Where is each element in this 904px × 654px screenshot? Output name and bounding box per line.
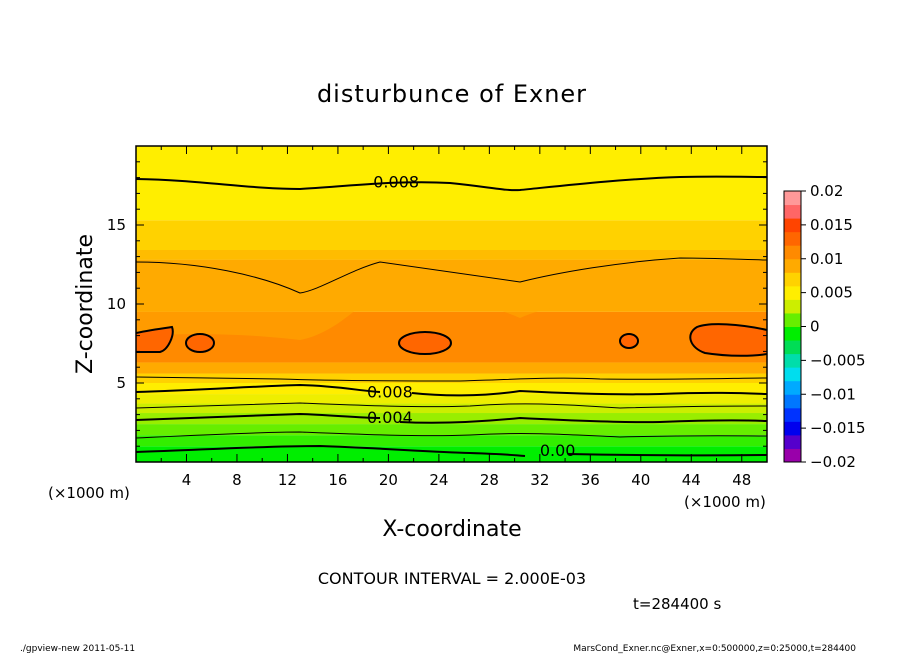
contour-band xyxy=(136,383,767,395)
colorbar-swatch xyxy=(784,394,801,409)
colorbar-tick-label: 0.02 xyxy=(810,182,843,200)
contour-band xyxy=(136,424,767,436)
y-axis-title: Z-coordinate xyxy=(73,234,98,374)
colorbar-swatch xyxy=(784,340,801,355)
colorbar-tick-label: 0.015 xyxy=(810,216,853,234)
contour-band xyxy=(136,413,767,425)
colorbar-tick-label: 0 xyxy=(810,318,820,336)
contour-band xyxy=(136,373,767,383)
contour-line xyxy=(185,333,215,353)
colorbar-swatch xyxy=(784,272,801,287)
x-unit-right: (×1000 m) xyxy=(684,493,766,511)
x-unit-left: (×1000 m) xyxy=(48,484,130,502)
colorbar-swatch xyxy=(784,421,801,436)
x-tick-label: 40 xyxy=(631,471,650,489)
colorbar-swatch xyxy=(784,218,801,233)
contour-line xyxy=(136,376,767,382)
footer-right: MarsCond_Exner.nc@Exner,x=0:500000,z=0:2… xyxy=(573,644,856,654)
contour-line xyxy=(136,402,767,409)
x-tick-label: 24 xyxy=(429,471,448,489)
y-tick-label: 15 xyxy=(107,216,126,234)
x-tick-label: 4 xyxy=(182,471,192,489)
contour-lines xyxy=(136,175,767,457)
x-tick-label: 8 xyxy=(232,471,242,489)
colorbar-tick-label: −0.02 xyxy=(810,453,856,471)
colorbar-swatch xyxy=(784,434,801,449)
contour-line xyxy=(136,257,767,294)
lighter-tongue-region xyxy=(136,250,767,340)
contour-line xyxy=(689,323,767,357)
y-axis: 5 10 15 xyxy=(107,161,767,447)
colorbar-swatch xyxy=(784,407,801,422)
colorbar-swatch xyxy=(784,258,801,273)
contour-band xyxy=(136,403,767,414)
x-tick-label: 44 xyxy=(682,471,701,489)
x-tick-label: 12 xyxy=(278,471,297,489)
x-tick-label: 32 xyxy=(530,471,549,489)
x-tick-label: 28 xyxy=(480,471,499,489)
contour-features xyxy=(136,250,767,356)
contour-line xyxy=(136,431,767,439)
colorbar-swatch xyxy=(784,285,801,300)
colorbar-swatch xyxy=(784,367,801,382)
contour-line xyxy=(398,331,452,355)
colorbar-tick-label: −0.01 xyxy=(810,385,856,403)
high-value-cell xyxy=(399,332,451,354)
contour-line xyxy=(136,383,767,397)
x-tick-label: 48 xyxy=(732,471,751,489)
colorbar: 0.02 0.015 0.01 0.005 0 −0.005 −0.01 −0.015 −0.0… xyxy=(783,182,866,471)
contour-line xyxy=(619,333,639,349)
contour-line xyxy=(136,325,174,353)
colorbar-tick-label: 0.01 xyxy=(810,250,843,268)
colorbar-swatch xyxy=(784,245,801,260)
colorbar-swatch xyxy=(784,448,801,463)
high-value-cell xyxy=(136,327,173,352)
x-axis: 4 8 12 16 20 24 28 32 36 40 44 48 xyxy=(160,146,751,489)
x-tick-label: 20 xyxy=(379,471,398,489)
x-tick-label: 16 xyxy=(328,471,347,489)
colorbar-swatch xyxy=(784,353,801,368)
colorbar-swatch xyxy=(784,326,801,341)
contour-labels: 0.008 0.008 0.004 0.00 xyxy=(367,172,576,460)
x-tick-label: 36 xyxy=(581,471,600,489)
colorbar-swatch xyxy=(784,380,801,395)
y-tick-label: 5 xyxy=(116,374,126,392)
contour-label: 0.00 xyxy=(540,441,576,460)
contour-band xyxy=(136,446,767,462)
colorbar-tick-label: −0.015 xyxy=(810,419,866,437)
colorbar-swatch xyxy=(784,312,801,327)
footer-left: ./gpview-new 2011-05-11 xyxy=(20,644,135,654)
contour-label: 0.004 xyxy=(367,408,413,427)
colorbar-swatch xyxy=(784,299,801,314)
colorbar-tick-label: −0.005 xyxy=(810,351,866,369)
contour-band xyxy=(136,435,767,447)
contour-interval-text: CONTOUR INTERVAL = 2.000E-03 xyxy=(318,569,586,588)
high-value-cell xyxy=(690,324,767,356)
colorbar-swatch xyxy=(784,204,801,219)
y-tick-label: 10 xyxy=(107,295,126,313)
chart-title: disturbunce of Exner xyxy=(317,80,587,108)
contour-label: 0.008 xyxy=(373,172,419,191)
high-value-cell xyxy=(620,334,638,348)
colorbar-tick-label: 0.005 xyxy=(810,284,853,302)
contour-line xyxy=(136,412,767,424)
contour-label: 0.008 xyxy=(367,382,413,401)
contour-line xyxy=(136,444,767,457)
contour-band xyxy=(136,362,767,374)
high-value-cell xyxy=(186,334,214,352)
x-axis-title: X-coordinate xyxy=(382,517,521,542)
contour-line xyxy=(136,175,767,192)
colorbar-swatch xyxy=(784,191,801,206)
colorbar-swatch xyxy=(784,231,801,246)
contour-band xyxy=(136,394,767,404)
time-text: t=284400 s xyxy=(633,595,721,613)
